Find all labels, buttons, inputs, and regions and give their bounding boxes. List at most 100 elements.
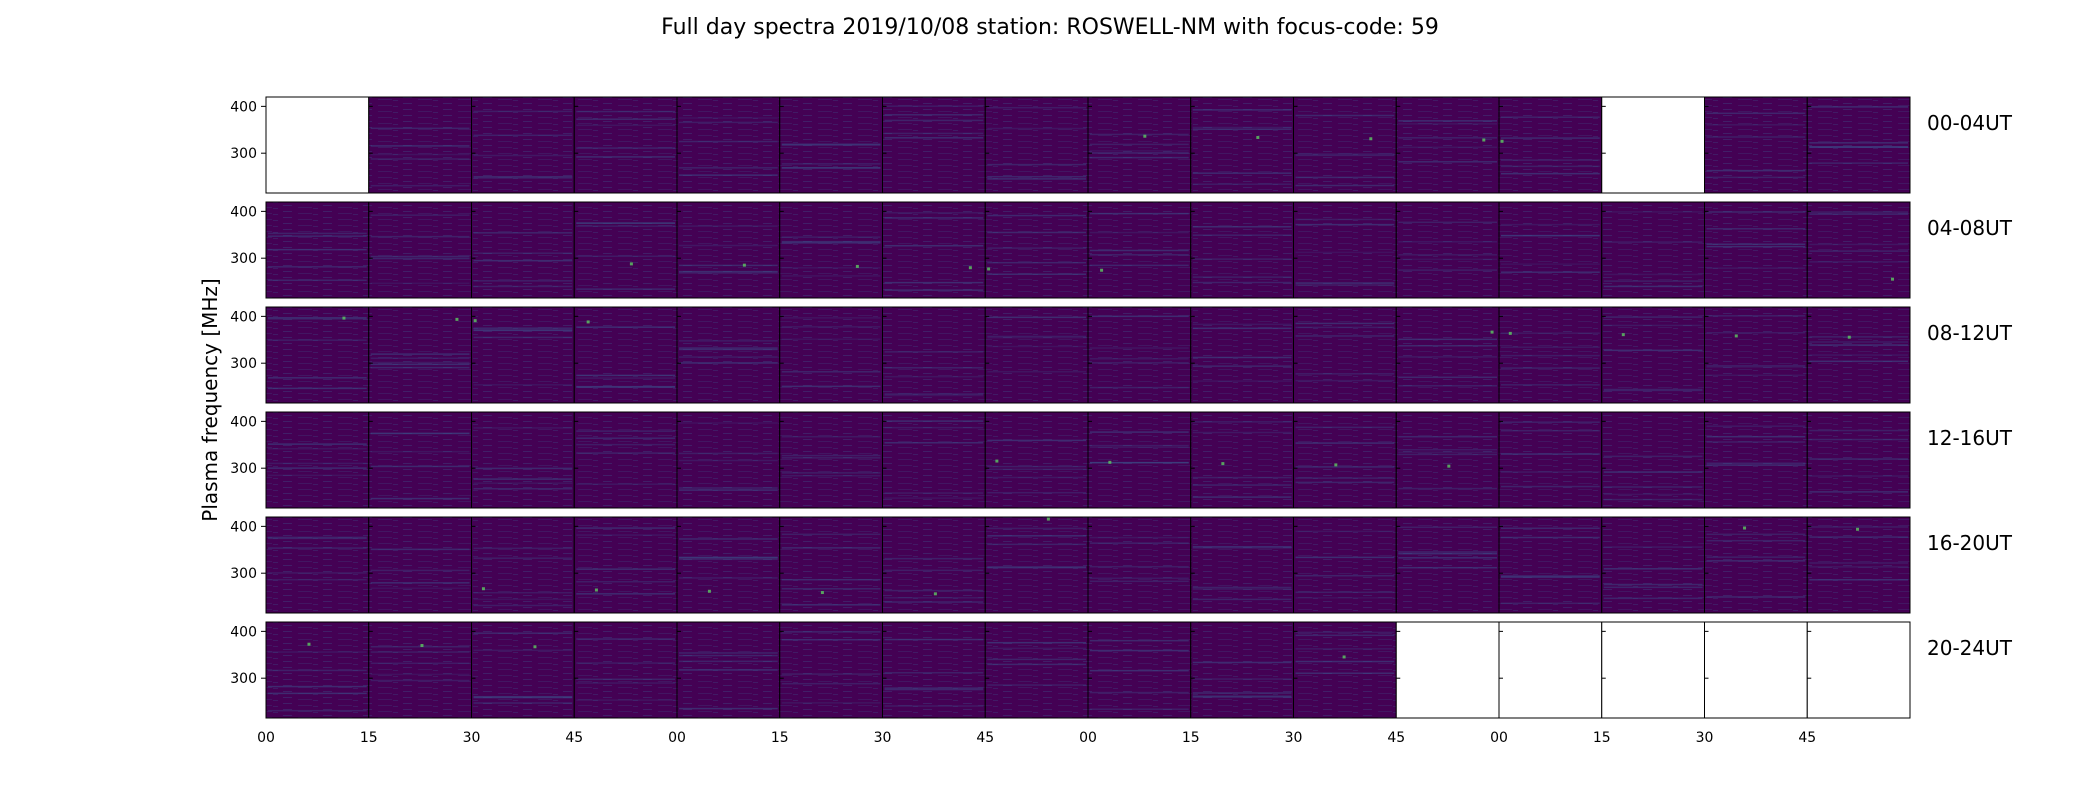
interference-line xyxy=(1295,648,1395,650)
y-tick-label: 400 xyxy=(230,309,257,325)
spectrogram-panel xyxy=(882,306,986,404)
interference-line xyxy=(576,288,675,290)
interference-line xyxy=(1192,692,1292,694)
spectrogram-panel xyxy=(1806,96,1911,194)
panel-empty xyxy=(1601,96,1705,194)
spectrogram-panel xyxy=(573,621,678,719)
spectrogram-panel xyxy=(1704,516,1808,614)
spectrogram-panel xyxy=(368,306,472,404)
interference-line xyxy=(370,127,470,130)
interference-line xyxy=(987,543,1086,546)
interference-line xyxy=(1192,365,1292,367)
interference-line xyxy=(1809,438,1908,441)
interference-line xyxy=(1398,241,1497,243)
interference-line xyxy=(1398,258,1497,261)
interference-line xyxy=(268,474,367,477)
spectrogram-panel xyxy=(1293,411,1397,509)
spectrogram-panel xyxy=(471,621,575,719)
interference-line xyxy=(1090,446,1189,449)
signal-blip xyxy=(1743,526,1747,530)
interference-line xyxy=(1192,356,1292,359)
spectrogram-panel xyxy=(1087,306,1192,404)
interference-line xyxy=(679,347,778,349)
spectrogram-panel xyxy=(882,96,986,194)
interference-line xyxy=(884,244,984,247)
interference-line xyxy=(1398,551,1497,553)
x-tick-label: 00 xyxy=(668,730,686,746)
interference-line xyxy=(987,335,1086,338)
interference-line xyxy=(781,167,881,169)
interference-line xyxy=(679,362,778,364)
interference-line xyxy=(473,427,573,429)
interference-line xyxy=(679,487,778,489)
interference-line xyxy=(576,124,675,127)
interference-line xyxy=(1501,271,1600,273)
interference-line xyxy=(576,483,675,485)
spectrogram-panel xyxy=(1190,306,1294,404)
interference-line xyxy=(576,377,675,379)
x-tick-label: 15 xyxy=(771,730,789,746)
spectrogram-panel xyxy=(984,96,1089,194)
interference-line xyxy=(1809,491,1908,493)
interference-line xyxy=(268,266,367,268)
spectrogram-panel xyxy=(471,201,575,299)
interference-line xyxy=(576,118,675,120)
interference-line xyxy=(1603,546,1703,548)
interference-line xyxy=(1706,211,1806,213)
interference-line xyxy=(576,430,675,432)
interference-line xyxy=(1398,137,1497,139)
interference-line xyxy=(370,257,470,260)
signal-blip xyxy=(342,316,346,320)
interference-line xyxy=(473,695,573,698)
spectrogram-panel xyxy=(1087,96,1192,194)
interference-line xyxy=(1603,388,1703,391)
spectrogram-panel xyxy=(676,411,781,509)
spectrogram-panel xyxy=(368,201,472,299)
interference-line xyxy=(679,489,778,491)
interference-line xyxy=(1295,466,1395,468)
spectrogram-panel xyxy=(1704,306,1808,404)
interference-line xyxy=(1501,234,1600,237)
interference-line xyxy=(473,252,573,254)
interference-line xyxy=(1192,327,1292,330)
interference-line xyxy=(473,478,573,480)
interference-line xyxy=(1295,442,1395,444)
interference-line xyxy=(1809,213,1908,215)
interference-line xyxy=(268,572,367,574)
interference-line xyxy=(268,248,367,251)
x-tick-label: 00 xyxy=(1079,730,1097,746)
interference-line xyxy=(781,338,881,340)
interference-line xyxy=(1398,120,1497,122)
interference-line xyxy=(576,568,675,570)
interference-line xyxy=(781,454,881,457)
spectrogram-panel xyxy=(779,306,883,404)
signal-blip xyxy=(995,459,999,463)
interference-line xyxy=(1192,421,1292,423)
interference-line xyxy=(1090,156,1189,159)
interference-line xyxy=(679,558,778,561)
interference-line xyxy=(1398,356,1497,358)
interference-line xyxy=(1090,249,1189,252)
y-tick-label: 400 xyxy=(230,99,257,115)
interference-line xyxy=(1295,373,1395,375)
signal-blip xyxy=(1508,331,1512,335)
y-tick-label: 300 xyxy=(230,671,257,687)
spectrogram-panel xyxy=(676,306,781,404)
spectrogram-panel xyxy=(984,621,1089,719)
interference-line xyxy=(1706,556,1806,558)
interference-line xyxy=(1090,708,1189,710)
interference-line xyxy=(473,259,573,262)
spectrogram-panel xyxy=(984,516,1089,614)
interference-line xyxy=(1090,565,1189,568)
interference-line xyxy=(268,447,367,450)
interference-line xyxy=(1603,486,1703,488)
interference-line xyxy=(1090,347,1189,349)
interference-line xyxy=(370,357,470,360)
spectrogram-panel xyxy=(368,621,472,719)
interference-line xyxy=(1809,536,1908,538)
spectrogram-panel xyxy=(471,516,575,614)
interference-line xyxy=(1603,568,1703,570)
interference-line xyxy=(781,682,881,685)
interference-line xyxy=(1603,285,1703,288)
interference-line xyxy=(268,317,367,319)
